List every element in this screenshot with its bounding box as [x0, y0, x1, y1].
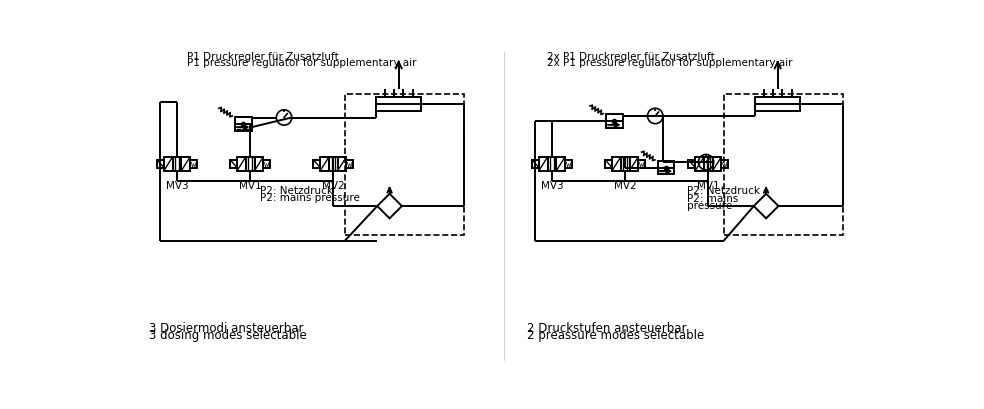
Text: 2 preassure modes selectable: 2 preassure modes selectable	[527, 329, 705, 342]
Circle shape	[277, 110, 292, 126]
Bar	[320, 157, 329, 171]
Bar	[329, 157, 338, 171]
Text: MV3: MV3	[541, 180, 564, 191]
Text: MV3: MV3	[165, 180, 188, 191]
Text: w: w	[722, 160, 727, 169]
Bar	[548, 157, 556, 171]
Bar	[157, 160, 164, 168]
Text: 2 Druckstufen ansteuerbar: 2 Druckstufen ansteuerbar	[527, 321, 687, 334]
Bar	[237, 157, 246, 171]
Bar	[556, 157, 565, 171]
Bar	[532, 160, 539, 168]
Bar	[712, 157, 721, 171]
Text: P2: Netzdruck: P2: Netzdruck	[260, 186, 334, 196]
Circle shape	[647, 109, 663, 124]
Text: P1 pressure regulator for supplementary air: P1 pressure regulator for supplementary …	[187, 58, 416, 68]
Text: MV2: MV2	[614, 180, 637, 191]
Text: w: w	[566, 160, 572, 169]
Text: 2x P1 Druckregler für Zusatzluft: 2x P1 Druckregler für Zusatzluft	[547, 52, 714, 61]
Text: P2: Netzdruck: P2: Netzdruck	[687, 186, 760, 196]
Polygon shape	[754, 194, 778, 219]
Bar	[605, 160, 612, 168]
Bar	[230, 160, 237, 168]
Bar	[264, 160, 271, 168]
Text: P1 Druckregler für Zusatzluft: P1 Druckregler für Zusatzluft	[187, 52, 338, 61]
Text: w: w	[347, 160, 352, 169]
Bar	[704, 157, 712, 171]
Bar	[235, 117, 252, 131]
Bar	[181, 157, 190, 171]
Text: w: w	[639, 160, 645, 169]
Circle shape	[699, 155, 713, 171]
Bar	[377, 97, 421, 111]
Text: 3 Dosiermodi ansteuerbar: 3 Dosiermodi ansteuerbar	[149, 321, 303, 334]
Polygon shape	[377, 194, 401, 219]
Bar	[338, 157, 346, 171]
Bar	[190, 160, 197, 168]
Bar	[565, 160, 572, 168]
Text: w: w	[264, 160, 270, 169]
Bar	[639, 160, 646, 168]
Bar	[689, 160, 696, 168]
Bar	[346, 160, 353, 168]
Bar	[606, 115, 623, 129]
Text: P2: mains pressure: P2: mains pressure	[260, 193, 360, 203]
Bar	[255, 157, 264, 171]
Text: P2: mains: P2: mains	[687, 193, 738, 203]
Bar	[345, 95, 464, 235]
Bar	[630, 157, 639, 171]
Bar	[612, 157, 621, 171]
Text: MV1: MV1	[697, 180, 719, 191]
Text: 3 dosing modes selectable: 3 dosing modes selectable	[149, 329, 306, 342]
Text: 2x P1 pressure regulator for supplementary air: 2x P1 pressure regulator for supplementa…	[547, 58, 792, 68]
Bar	[724, 95, 843, 235]
Text: MV2: MV2	[322, 180, 344, 191]
Bar	[172, 157, 181, 171]
Text: MV1: MV1	[239, 180, 262, 191]
Bar	[657, 161, 674, 175]
Bar	[756, 97, 800, 111]
Bar	[621, 157, 630, 171]
Bar	[696, 157, 704, 171]
Bar	[164, 157, 172, 171]
Bar	[721, 160, 728, 168]
Bar	[539, 157, 548, 171]
Bar	[246, 157, 255, 171]
Text: pressure: pressure	[687, 200, 732, 210]
Text: w: w	[191, 160, 196, 169]
Bar	[313, 160, 320, 168]
